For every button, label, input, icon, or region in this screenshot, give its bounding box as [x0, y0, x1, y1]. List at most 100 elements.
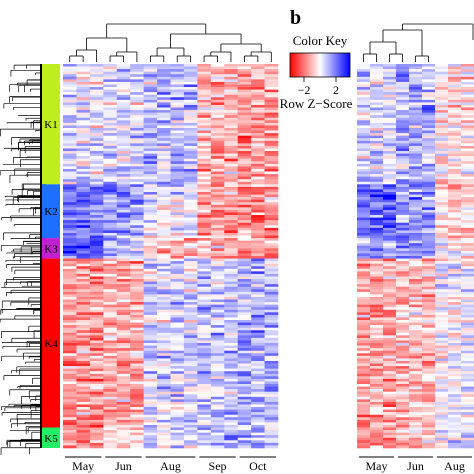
heatmap-cell [264, 266, 279, 270]
heatmap-cell [103, 69, 118, 72]
heatmap-cell [116, 284, 131, 288]
heatmap-cell [264, 253, 279, 257]
heatmap-cell [251, 261, 265, 264]
heatmap-cell [89, 215, 104, 218]
heatmap-cell [197, 430, 212, 433]
heatmap-cell [461, 386, 474, 390]
heatmap-cell [143, 166, 158, 170]
heatmap-cell [237, 163, 252, 167]
heatmap-cell [448, 140, 462, 144]
heatmap-cell [170, 232, 185, 236]
heatmap-cell [409, 261, 423, 264]
heatmap-cell [435, 279, 449, 282]
heatmap-cell [157, 384, 171, 387]
heatmap-cell [448, 171, 462, 175]
heatmap-cell [143, 442, 158, 446]
heatmap-cell [224, 140, 238, 144]
heatmap-cell [116, 358, 131, 362]
heatmap-cell [422, 376, 436, 380]
heatmap-cell [76, 304, 91, 308]
heatmap-cell [197, 266, 212, 270]
heatmap-cell [143, 366, 158, 369]
heatmap-cell [448, 163, 462, 167]
heatmap-cell [157, 120, 171, 124]
heatmap-cell [461, 376, 474, 380]
heatmap-cell [409, 232, 423, 236]
heatmap-cell [370, 440, 384, 444]
heatmap-cell [143, 81, 158, 85]
heatmap-cell [251, 368, 265, 372]
heatmap-cell [116, 332, 131, 336]
heatmap-cell [422, 366, 436, 369]
heatmap-cell [237, 317, 252, 321]
heatmap-cell [461, 166, 474, 170]
heatmap-cell [157, 296, 171, 300]
heatmap-cell [116, 327, 131, 331]
heatmap-cell [183, 130, 198, 134]
heatmap-cell [357, 194, 371, 198]
heatmap-cell [210, 307, 225, 311]
heatmap-cell [435, 256, 449, 259]
heatmap-cell [183, 276, 198, 280]
heatmap-cell [210, 176, 225, 180]
heatmap-cell [103, 133, 118, 136]
heatmap-cell [435, 401, 449, 405]
heatmap-cell [130, 350, 144, 354]
heatmap-cell [76, 327, 91, 331]
heatmap-cell [197, 366, 212, 369]
heatmap-cell [448, 302, 462, 305]
heatmap-cell [370, 174, 384, 177]
heatmap-cell [357, 442, 371, 446]
heatmap-cell [170, 389, 185, 392]
heatmap-cell [251, 179, 265, 183]
heatmap-cell [422, 94, 436, 98]
heatmap-cell [170, 289, 185, 293]
heatmap-cell [183, 220, 198, 224]
heatmap-cell [264, 394, 279, 398]
heatmap-cell [76, 386, 91, 390]
heatmap-cell [89, 148, 104, 152]
heatmap-cell [116, 166, 131, 170]
heatmap-cell [383, 327, 397, 331]
heatmap-cell [435, 194, 449, 198]
heatmap-cell [357, 235, 371, 239]
heatmap-cell [157, 215, 171, 218]
heatmap-cell [183, 156, 198, 160]
heatmap-cell [264, 250, 279, 254]
heatmap-cell [422, 207, 436, 211]
heatmap-cell [383, 81, 397, 85]
heatmap-cell [409, 394, 423, 398]
heatmap-cell [237, 320, 252, 323]
heatmap-cell [103, 87, 118, 90]
heatmap-cell [157, 166, 171, 170]
heatmap-cell [461, 209, 474, 213]
heatmap-cell [224, 112, 238, 116]
heatmap-cell [116, 66, 131, 70]
heatmap-cell [422, 384, 436, 387]
heatmap-cell [448, 89, 462, 93]
heatmap-cell [183, 253, 198, 257]
heatmap-cell [396, 320, 410, 323]
heatmap-cell [435, 284, 449, 288]
heatmap-cell [130, 279, 144, 282]
heatmap-cell [130, 442, 144, 446]
heatmap-cell [116, 112, 131, 116]
heatmap-cell [422, 407, 436, 410]
heatmap-cell [183, 128, 198, 131]
heatmap-cell [63, 337, 77, 341]
heatmap-cell [357, 238, 371, 241]
heatmap-cell [103, 189, 118, 193]
heatmap-cell [264, 419, 279, 423]
heatmap-cell [116, 322, 131, 326]
heatmap-cell [103, 445, 118, 449]
heatmap-cell [237, 325, 252, 328]
heatmap-cell [237, 384, 252, 387]
heatmap-cell [63, 417, 77, 421]
heatmap-cell [197, 156, 212, 160]
heatmap-cell [170, 440, 185, 444]
heatmap-cell [183, 199, 198, 203]
heatmap-cell [224, 74, 238, 78]
heatmap-cell [264, 128, 279, 131]
heatmap-cell [76, 337, 91, 341]
heatmap-cell [357, 445, 371, 449]
